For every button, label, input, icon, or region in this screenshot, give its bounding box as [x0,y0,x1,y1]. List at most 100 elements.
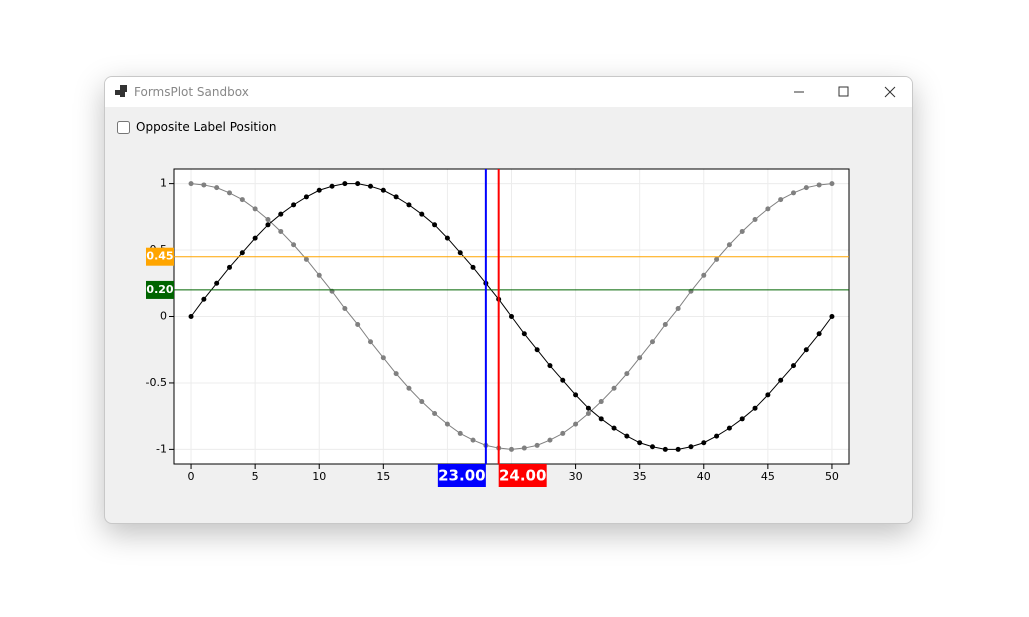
data-point [611,385,617,391]
line-label: 24.00 [499,467,546,485]
data-point [778,377,784,383]
x-tick-label: 15 [376,470,390,483]
data-point [790,190,796,196]
line-label-box [437,464,486,487]
data-point [790,363,796,369]
data-point [227,190,233,196]
data-point [585,411,591,417]
data-point [688,444,694,450]
data-point [239,197,245,203]
data-point [432,411,438,417]
close-button[interactable] [875,81,905,103]
data-point [214,280,220,286]
data-point [393,371,399,377]
data-point [560,430,566,436]
data-point [316,187,322,193]
line-label: 0.20 [146,283,173,296]
data-point [444,235,450,241]
data-point [521,331,527,337]
title-bar: FormsPlot Sandbox [105,77,912,107]
data-point [380,187,386,193]
data-point [303,256,309,262]
checkbox-label: Opposite Label Position [136,120,277,134]
data-point [778,197,784,203]
x-tick-label: 5 [252,470,259,483]
data-point [509,446,514,452]
data-point [752,216,758,222]
x-tick-label: 50 [825,470,839,483]
data-point [355,321,361,327]
checkbox[interactable]: Opposite Label Position [117,120,276,134]
y-tick-label: 0 [160,310,167,323]
data-point [598,416,604,422]
data-point [662,446,668,452]
data-point [214,185,220,191]
data-point [316,272,322,278]
x-tick-label: 10 [312,470,326,483]
data-point [701,272,707,278]
line-label-box [146,247,174,266]
app-icon [115,85,127,97]
data-point [188,314,194,319]
data-point [291,242,297,248]
data-point [329,183,335,189]
y-tick-label: 1 [160,177,167,190]
checkbox-input[interactable] [117,120,130,134]
data-point [252,235,258,241]
data-point [739,416,745,422]
data-point [573,421,579,427]
data-point [432,222,438,228]
data-point [765,392,771,398]
data-point [368,183,374,189]
data-point [509,314,514,319]
data-point [547,363,553,369]
data-point [457,430,463,436]
data-point [675,446,681,452]
data-point [291,202,297,208]
data-point [419,211,425,217]
y-tick-label: -0.5 [146,376,167,389]
data-point [278,211,284,217]
data-point [829,181,835,187]
data-point [662,321,668,327]
data-point [739,228,745,234]
data-point [675,306,681,312]
data-point [816,182,822,188]
x-tick-label: 40 [697,470,711,483]
data-point [239,250,245,256]
data-point [521,445,527,451]
data-point [201,296,207,302]
data-point [188,181,194,187]
line-label-box [146,280,174,299]
data-point [829,314,835,319]
data-point [649,339,655,345]
data-point [714,256,720,262]
y-tick-label: -1 [156,442,167,455]
data-point [201,182,207,188]
data-point [252,206,258,212]
line-label: 0.45 [146,250,173,263]
data-point [342,181,348,187]
data-point [457,250,463,256]
data-point [585,405,591,411]
data-point [419,399,425,405]
data-point [380,355,386,361]
data-point [470,264,476,270]
window-title: FormsPlot Sandbox [134,85,249,99]
data-point [355,181,361,187]
maximize-button[interactable] [829,81,859,103]
x-tick-label: 45 [761,470,775,483]
data-point [649,444,655,450]
data-point [598,399,604,405]
data-point [611,425,617,431]
data-point [265,222,271,228]
data-point [342,306,348,312]
data-point [470,437,476,443]
minimize-button[interactable] [784,81,814,103]
data-point [726,242,732,248]
data-point [534,442,540,448]
data-point [547,437,553,443]
data-point [765,206,771,212]
line-label: 23.00 [438,467,485,485]
